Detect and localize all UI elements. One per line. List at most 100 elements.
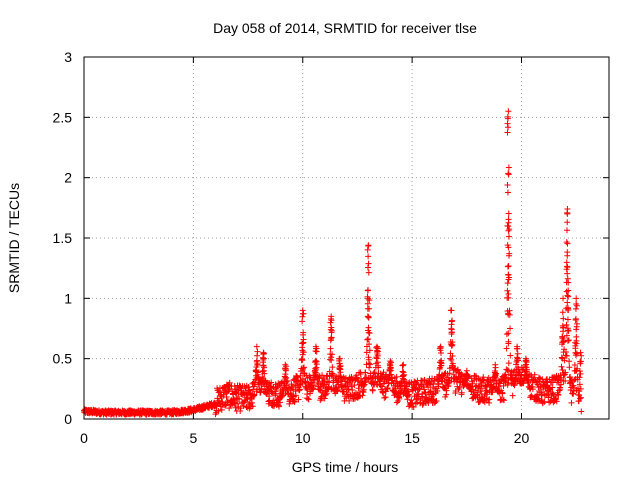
data-point [564,240,571,247]
data-point [504,189,511,196]
data-point [559,333,566,340]
data-point [563,332,570,339]
data-point [449,362,456,369]
data-point [576,368,583,375]
data-point [437,375,444,382]
data-point [365,374,372,381]
data-point [351,382,358,389]
data-point [505,294,512,301]
data-point [564,299,571,306]
data-point [449,352,456,359]
data-point [279,392,286,399]
data-point [232,404,239,411]
x-tick-label: 0 [80,430,88,446]
data-point [291,398,298,405]
data-point [324,378,331,385]
data-point [505,340,512,347]
data-point [434,387,441,394]
data-point [505,311,512,318]
data-point [299,380,306,387]
data-point [249,403,256,410]
data-point [489,389,496,396]
data-point [336,366,343,373]
data-point [396,395,403,402]
data-point [293,373,300,380]
data-point [436,364,443,371]
y-tick-label: 1.5 [53,230,73,246]
data-point [327,345,334,352]
data-point [499,396,506,403]
data-point [505,367,512,374]
data-point [366,297,373,304]
data-point [576,381,583,388]
data-point [541,398,548,405]
data-point [505,124,512,131]
x-tick-label: 5 [189,430,197,446]
data-point [300,364,307,371]
data-point [505,233,512,240]
data-point [446,370,453,377]
data-point [364,300,371,307]
data-point [448,342,455,349]
data-point [323,390,330,397]
data-point [573,326,580,333]
data-point [535,374,542,381]
data-point [408,397,415,404]
data-point [564,337,571,344]
data-point [282,390,289,397]
y-axis-label: SRMTID / TECUs [6,183,22,293]
data-point [249,399,255,406]
data-point [437,343,444,350]
data-point [268,379,275,386]
data-point [260,380,267,387]
data-point [261,388,268,395]
data-point [399,362,406,369]
data-point [388,359,395,366]
data-point [443,387,450,394]
data-point [500,382,507,389]
data-point [336,365,343,372]
data-point [558,363,565,370]
data-point [514,378,521,385]
data-point [400,361,407,368]
data-point [504,280,511,287]
data-point [381,394,388,401]
data-point [565,279,572,286]
data-point [514,343,521,350]
data-point [328,372,335,379]
y-tick-label: 1 [64,290,72,306]
y-tick-label: 2 [64,170,72,186]
data-point [565,293,572,300]
data-point [563,321,570,328]
data-point [572,315,579,322]
data-point [571,362,578,369]
data-point [342,375,349,382]
data-point [348,383,355,390]
data-point [573,367,580,374]
data-point [505,377,512,384]
data-point [523,359,530,366]
data-point [553,398,560,405]
x-axis-label: GPS time / hours [292,459,399,475]
data-point [374,343,381,350]
data-point [577,370,584,377]
data-point [564,316,571,323]
data-point [367,361,374,368]
data-point [273,384,280,391]
data-point [564,327,571,334]
data-point [576,395,583,402]
data-point [564,306,571,313]
data-point [455,386,462,393]
data-point [564,227,570,234]
data-point [438,359,445,366]
data-point [393,399,400,406]
data-point [529,386,536,393]
data-point [328,354,335,361]
data-point [464,381,471,388]
data-point [312,366,319,373]
data-point [336,355,343,362]
data-point [432,399,439,406]
data-point [341,383,348,390]
data-point [400,371,407,378]
axes-layer [83,56,610,420]
